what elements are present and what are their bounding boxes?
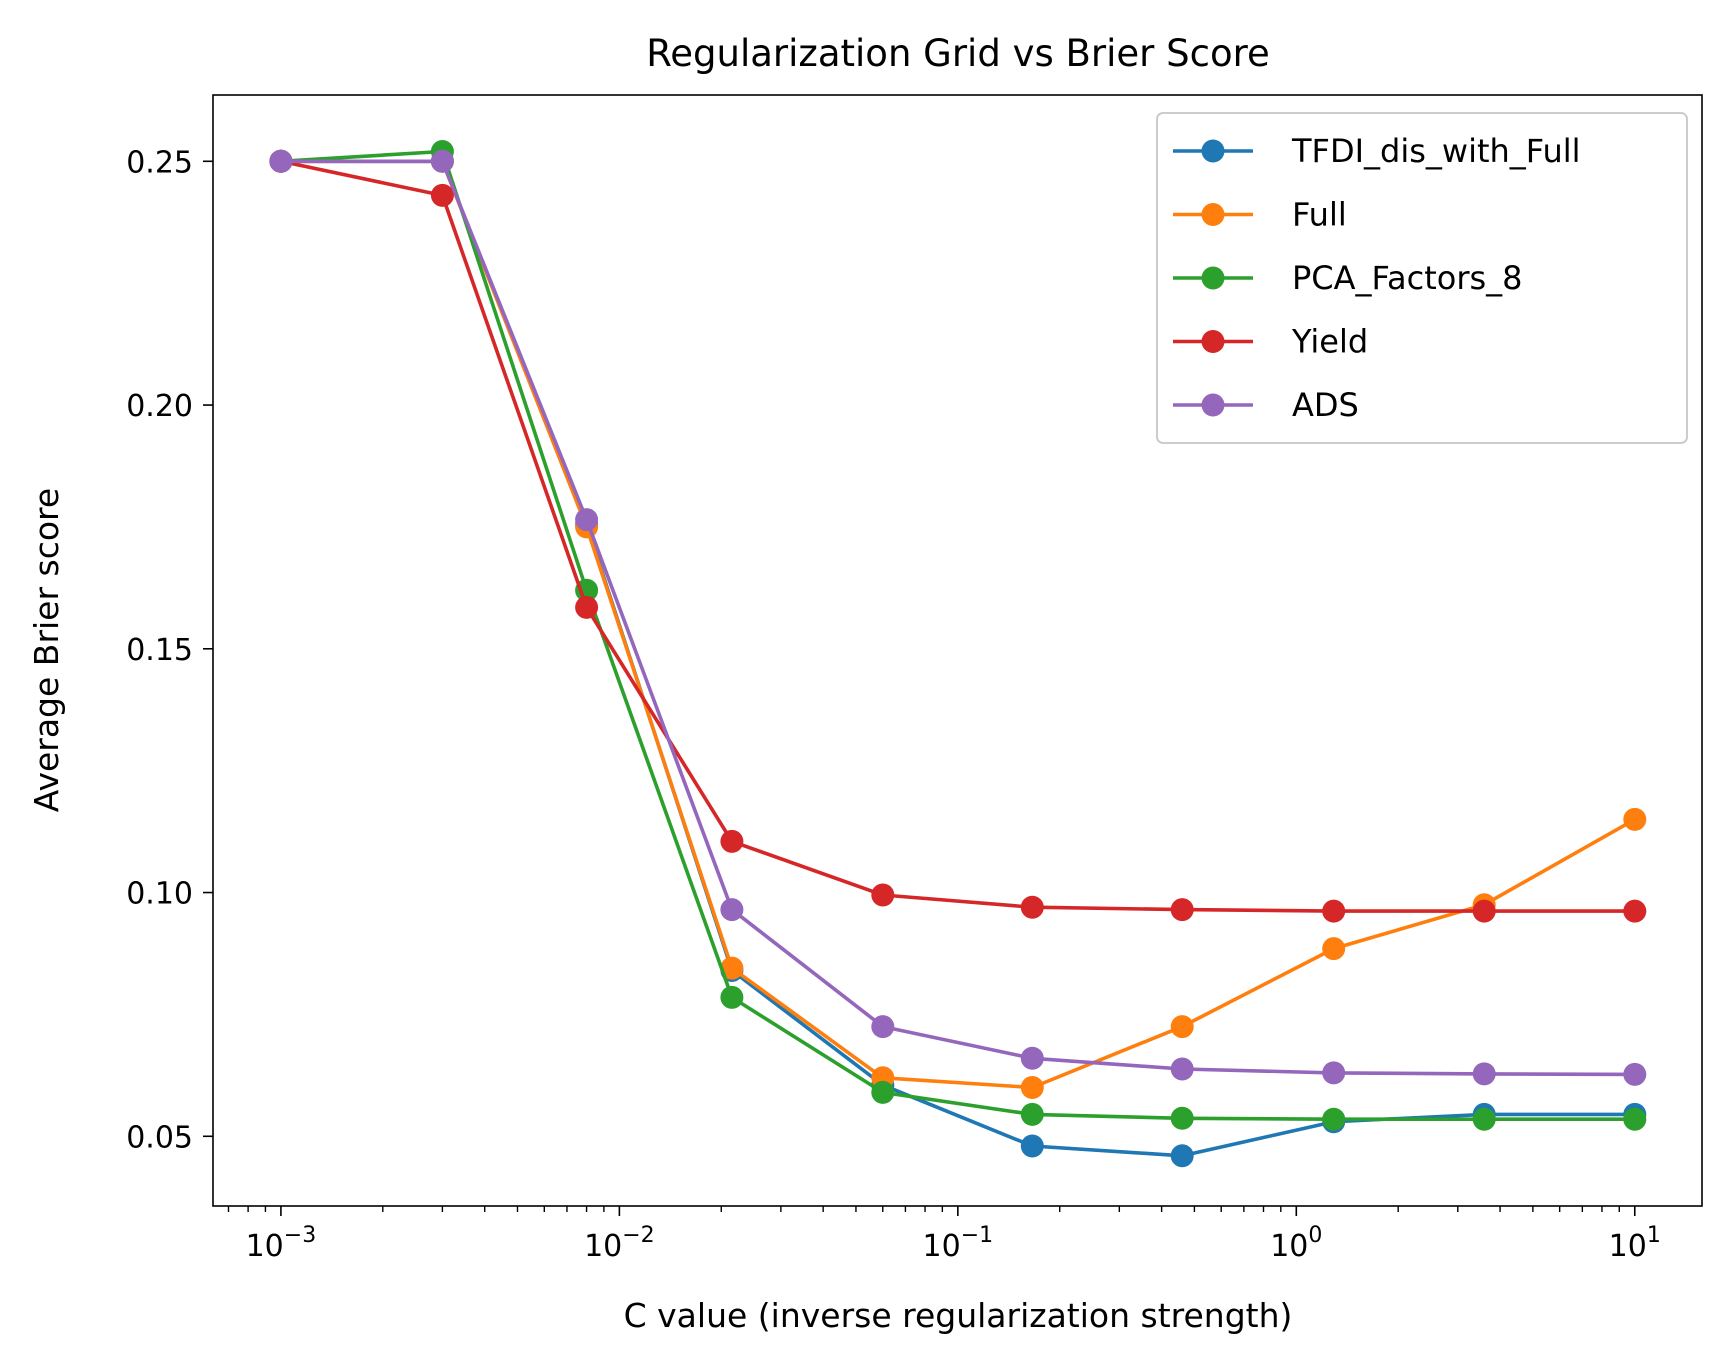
data-point	[1623, 899, 1647, 923]
legend-entry: TFDI_dis_with_Full	[1173, 132, 1581, 170]
data-point	[871, 1080, 895, 1104]
y-axis-label: Average Brier score	[27, 488, 66, 812]
x-axis-label: C value (inverse regularization strength…	[624, 1296, 1293, 1335]
legend-swatch-marker	[1201, 203, 1225, 226]
legend-frame	[1156, 112, 1688, 444]
legend-label: Yield	[1291, 323, 1368, 361]
x-tick-label: 10−2	[584, 1223, 655, 1264]
data-point	[1623, 1062, 1647, 1086]
data-point	[1020, 1076, 1044, 1099]
data-point	[430, 183, 454, 207]
legend-label: Full	[1292, 196, 1347, 234]
plot-lines	[269, 140, 1647, 1168]
legend-label: TFDI_dis_with_Full	[1291, 132, 1581, 170]
legend-swatch-marker	[1201, 266, 1225, 290]
data-point	[1170, 898, 1194, 922]
data-point	[1020, 1134, 1044, 1158]
x-tick-label: 10−3	[246, 1223, 317, 1264]
chart-title: Regularization Grid vs Brier Score	[646, 32, 1270, 75]
data-point	[720, 898, 744, 922]
data-point	[1623, 807, 1647, 831]
legend-label: ADS	[1292, 386, 1359, 424]
data-point	[1170, 1015, 1194, 1039]
plot-frame	[212, 94, 1703, 1207]
y-axis-ticks: 0.05 0.10 0.15 0.20 0.25	[126, 145, 213, 1155]
data-point	[1623, 1107, 1647, 1131]
y-tick-label: 0.05	[126, 1120, 193, 1155]
x-tick-label: 10−1	[923, 1223, 994, 1264]
data-point	[871, 1015, 895, 1039]
data-point	[720, 956, 744, 980]
legend-entry: ADS	[1173, 386, 1359, 424]
series-ADS	[269, 149, 1647, 1086]
legend-swatch-marker	[1201, 330, 1225, 353]
data-point	[1170, 1106, 1194, 1130]
data-point	[1170, 1057, 1194, 1081]
data-point	[1322, 1061, 1346, 1085]
series-line	[280, 159, 1635, 1077]
data-point	[1322, 937, 1346, 961]
data-point	[720, 829, 744, 853]
series-Yield	[269, 149, 1647, 923]
y-tick-label: 0.10	[126, 877, 193, 912]
data-point	[269, 149, 293, 173]
data-point	[1322, 899, 1346, 923]
legend-entry: Yield	[1173, 323, 1368, 361]
data-point	[1472, 1062, 1496, 1086]
series-line	[280, 149, 1635, 1121]
x-tick-label: 100	[1270, 1223, 1322, 1264]
y-tick-label: 0.15	[126, 633, 193, 668]
data-point	[1472, 899, 1496, 923]
data-point	[871, 883, 895, 907]
y-tick-label: 0.25	[126, 145, 193, 180]
data-point	[720, 985, 744, 1009]
data-point	[1322, 1107, 1346, 1131]
legend-entry: PCA_Factors_8	[1173, 259, 1523, 297]
data-point	[575, 508, 599, 532]
data-point	[1020, 895, 1044, 919]
x-tick-label: 101	[1609, 1223, 1661, 1264]
data-point	[1020, 1102, 1044, 1126]
series-line	[280, 159, 1635, 913]
legend-swatch-marker	[1201, 139, 1225, 163]
data-point	[1472, 1107, 1496, 1131]
legend-entry: Full	[1173, 196, 1347, 234]
data-point	[430, 149, 454, 173]
legend-label: PCA_Factors_8	[1292, 259, 1523, 297]
data-point	[1170, 1144, 1194, 1168]
y-tick-label: 0.20	[126, 389, 193, 424]
legend-swatch-marker	[1201, 393, 1225, 417]
data-point	[575, 595, 599, 619]
data-point	[1020, 1046, 1044, 1070]
x-axis-ticks: 10−3 10−2 10−1 100 101	[227, 1206, 1661, 1264]
legend: TFDI_dis_with_Full Full PCA_Factors_8 Yield…	[1156, 112, 1688, 444]
